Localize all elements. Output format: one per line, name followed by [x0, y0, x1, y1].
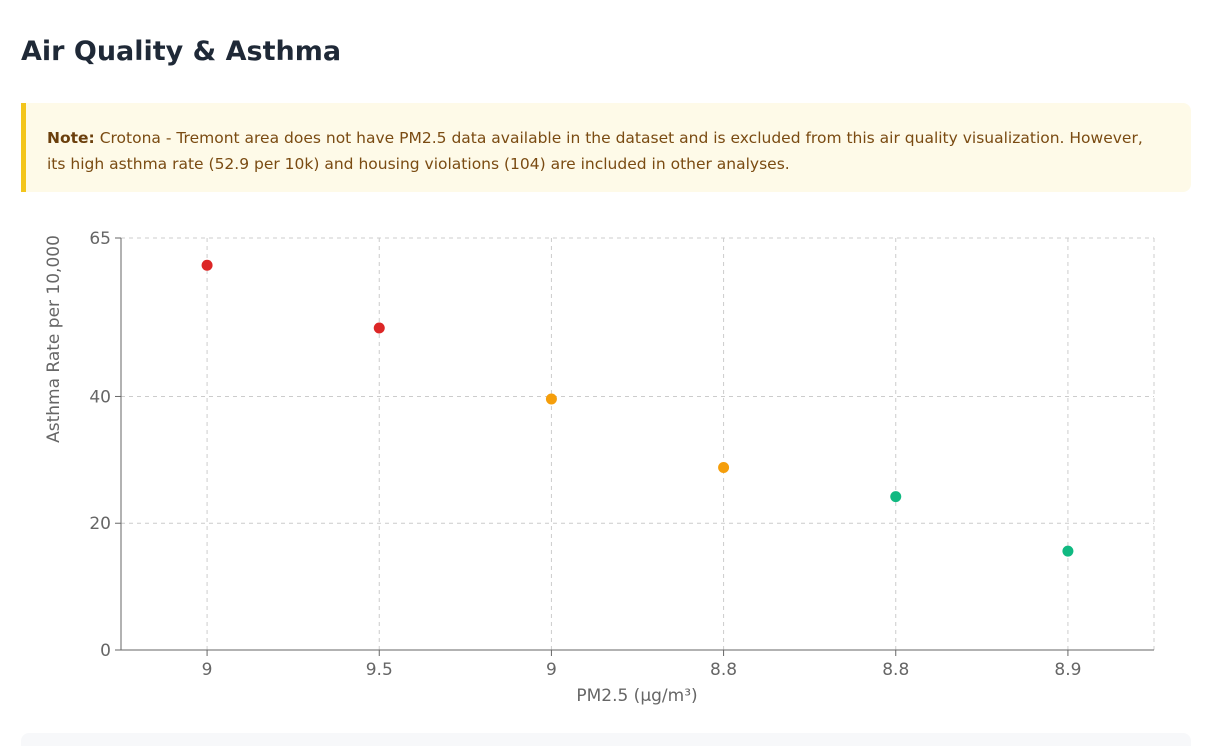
x-tick-label: 8.9	[1054, 660, 1081, 680]
x-tick-label: 8.8	[882, 660, 909, 680]
points-layer	[201, 259, 1074, 557]
scatter-point[interactable]	[890, 491, 902, 503]
scatter-point[interactable]	[1062, 545, 1074, 557]
label-layer: PM2.5 (µg/m³) Asthma Rate per 10,000	[44, 235, 698, 706]
x-tick-label: 8.8	[710, 660, 737, 680]
y-tick-label: 40	[89, 387, 111, 407]
x-tick-label: 9	[202, 660, 213, 680]
x-axis-title: PM2.5 (µg/m³)	[576, 686, 697, 706]
note-text: Crotona - Tremont area does not have PM2…	[47, 129, 1143, 173]
page-title: Air Quality & Asthma	[21, 36, 342, 67]
x-tick-label: 9.5	[366, 660, 393, 680]
x-tick-label: 9	[546, 660, 557, 680]
next-section-card	[21, 733, 1191, 746]
note-box: Note: Crotona - Tremont area does not ha…	[21, 103, 1191, 192]
chart-container: 0 20 40 65 9 9.5 9 8.8 8.8 8.9 PM2.5 (µg/m³) Asth…	[0, 200, 1231, 720]
axis-layer: 0 20 40 65 9 9.5 9 8.8 8.8 8.9	[89, 229, 1154, 680]
scatter-point[interactable]	[373, 322, 385, 334]
scatter-chart: 0 20 40 65 9 9.5 9 8.8 8.8 8.9 PM2.5 (µg/m³) Asth…	[44, 229, 1155, 706]
scatter-point[interactable]	[545, 393, 557, 405]
grid-layer	[121, 237, 1155, 650]
scatter-point[interactable]	[201, 259, 213, 271]
scatter-point[interactable]	[718, 461, 730, 473]
y-tick-label: 65	[89, 229, 111, 249]
y-tick-label: 20	[89, 514, 111, 534]
y-tick-label: 0	[100, 641, 111, 661]
y-axis-title: Asthma Rate per 10,000	[44, 235, 64, 443]
note-label: Note:	[47, 129, 95, 147]
